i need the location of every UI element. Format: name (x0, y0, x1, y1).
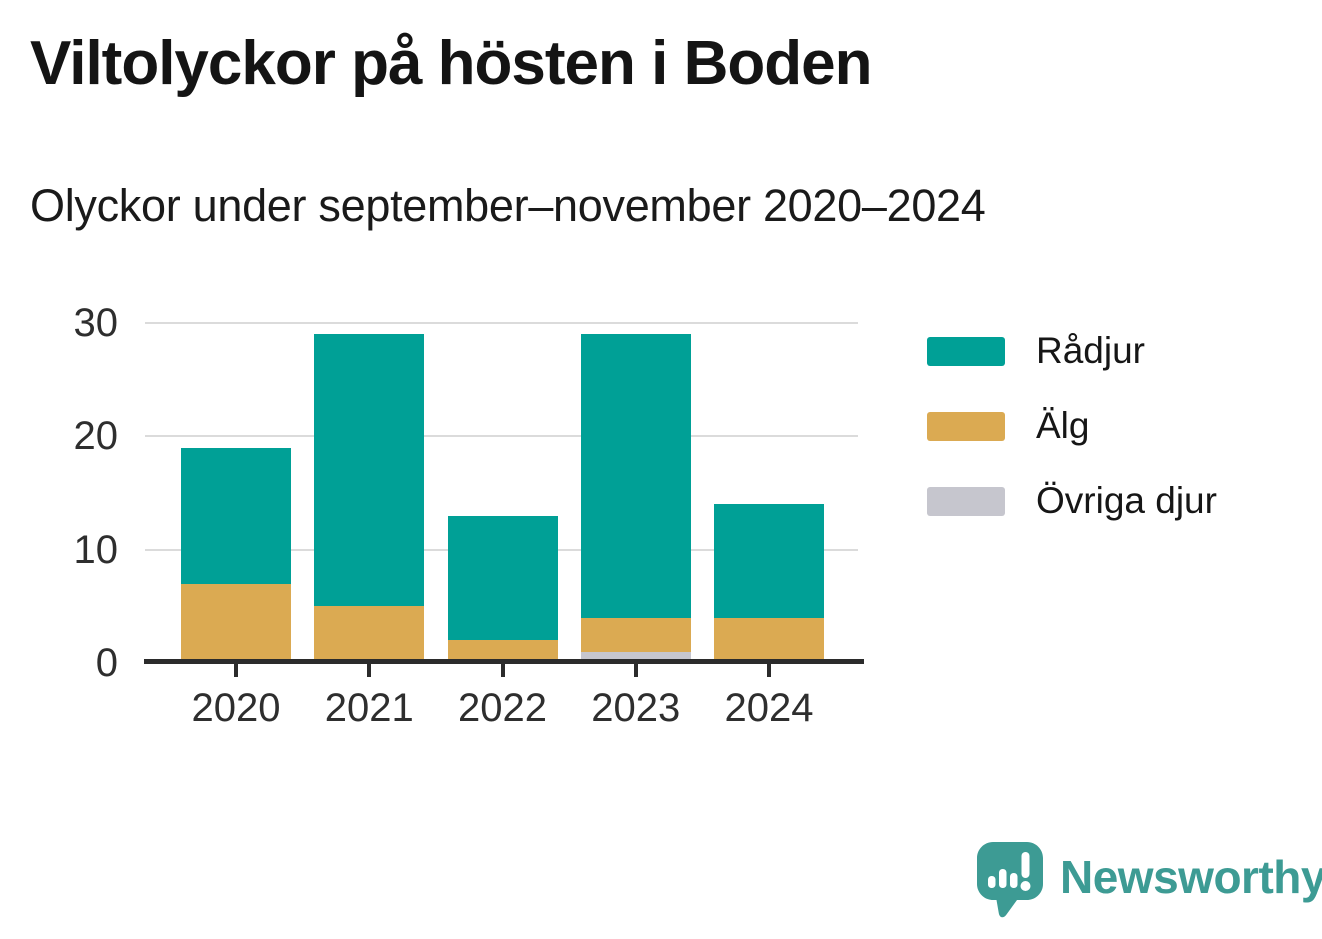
gridline-y-20 (145, 435, 858, 438)
legend-swatch-ovriga-djur (927, 486, 1005, 516)
bar-segment-alg-2024 (714, 617, 824, 663)
newsworthy-logo-text: Newsworthy (1060, 851, 1322, 903)
chart-title: Viltolyckor på hösten i Boden (30, 29, 872, 98)
x-axis-tick-2021 (367, 664, 372, 677)
x-axis-label-2023: 2023 (591, 686, 681, 730)
bar-segment-radjur-2022 (447, 515, 558, 641)
x-axis-tick-2022 (500, 664, 505, 677)
newsworthy-logo-icon (977, 842, 1043, 918)
x-axis-tick-2024 (767, 664, 771, 677)
legend-item-radjur: Rådjur (927, 330, 1217, 372)
x-axis-label-2022: 2022 (458, 686, 547, 730)
y-axis-label-0: 0 (95, 641, 118, 685)
y-axis-label-30: 30 (73, 301, 119, 345)
bar-segment-alg-2020 (181, 583, 291, 663)
bar-segment-radjur-2024 (714, 504, 824, 618)
x-axis-label-2024: 2024 (724, 686, 814, 730)
bar-segment-alg-2023 (580, 617, 691, 652)
bar-segment-ovriga-djur-2023 (580, 651, 691, 663)
legend: Rådjur Älg Övriga djur (927, 330, 1217, 555)
chart-subtitle: Olyckor under september–november 2020–20… (30, 180, 986, 231)
x-axis-tick-2020 (234, 664, 238, 677)
legend-item-alg: Älg (927, 405, 1217, 447)
x-axis-line (144, 659, 864, 664)
x-axis-label-2020: 2020 (191, 686, 281, 730)
y-axis-label-10: 10 (73, 527, 119, 572)
gridline-y-30 (145, 322, 858, 324)
x-axis-tick-2023 (633, 664, 638, 677)
legend-label-ovriga-djur: Övriga djur (1036, 480, 1217, 521)
legend-label-radjur: Rådjur (1036, 330, 1145, 371)
bar-segment-alg-2022 (447, 640, 558, 663)
legend-swatch-alg (927, 411, 1005, 441)
bar-segment-radjur-2021 (314, 334, 425, 607)
newsworthy-logo: Newsworthy (977, 841, 1322, 919)
legend-swatch-radjur (927, 336, 1005, 366)
y-axis-label-20: 20 (73, 414, 119, 459)
legend-item-ovriga-djur: Övriga djur (927, 480, 1217, 522)
bar-segment-alg-2021 (314, 606, 425, 663)
bar-segment-radjur-2020 (181, 447, 291, 584)
bar-segment-radjur-2023 (580, 334, 691, 618)
legend-label-alg: Älg (1036, 405, 1090, 446)
x-axis-label-2021: 2021 (324, 686, 414, 730)
